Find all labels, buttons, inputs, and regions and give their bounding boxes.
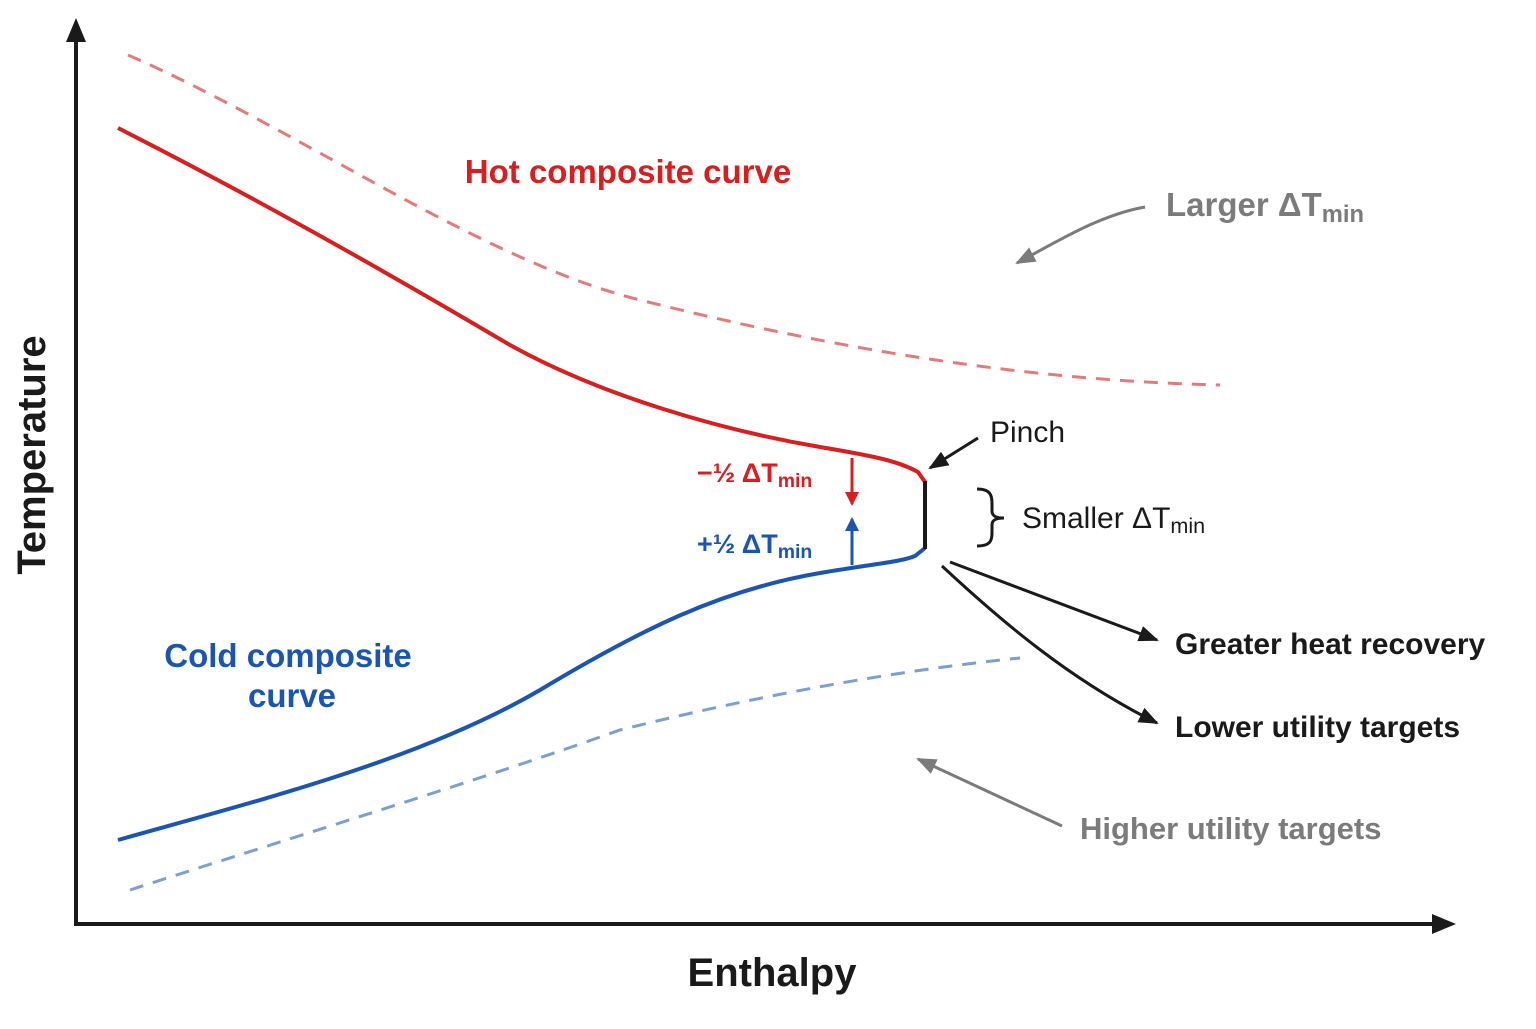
plus-half-main: +½ ΔT [697, 529, 778, 559]
smaller-dt-brace [976, 487, 1005, 548]
y-axis-arrowhead [66, 18, 86, 42]
greater-heat-recovery-label: Greater heat recovery [1175, 628, 1485, 661]
plus-half-sub: min [778, 541, 813, 563]
y-axis-label: Temperature [10, 335, 54, 574]
larger-dt-label: Larger ΔTmin [1166, 186, 1364, 228]
higher-utility-targets-label: Higher utility targets [1080, 811, 1381, 846]
hot-curve-label: Hot composite curve [465, 153, 791, 190]
hot-composite-curve [117, 126, 927, 484]
larger-dt-main: Larger ΔT [1166, 186, 1322, 223]
larger-dt-arrow [1015, 205, 1146, 265]
cold-composite-curve [117, 546, 927, 842]
higher-utility-arrow [916, 757, 1063, 828]
minus-half-label: −½ ΔTmin [697, 458, 812, 492]
plus-half-label: +½ ΔTmin [697, 529, 812, 563]
minus-half-sub: min [778, 470, 813, 492]
pinch-pointer-arrow [928, 436, 979, 470]
smaller-dt-main: Smaller ΔT [1022, 502, 1170, 535]
lower-utility-arrow [940, 564, 1159, 725]
x-axis [74, 914, 1456, 934]
larger-dt-sub: min [1322, 201, 1364, 228]
minus-half-main: −½ ΔT [697, 458, 778, 488]
cold-curve-label-line1: Cold composite [164, 637, 412, 674]
smaller-dt-sub: min [1170, 513, 1205, 538]
greater-heat-recovery-arrow [949, 560, 1159, 642]
pinch-label: Pinch [990, 416, 1065, 449]
smaller-dt-label: Smaller ΔTmin [1022, 502, 1205, 538]
cold-curve-label-line2: curve [248, 677, 336, 714]
cold-curve-dashed [129, 656, 1021, 892]
y-axis [66, 18, 86, 924]
lower-utility-targets-label: Lower utility targets [1175, 711, 1460, 744]
x-axis-label: Enthalpy [688, 951, 858, 995]
x-axis-arrowhead [1432, 914, 1456, 934]
